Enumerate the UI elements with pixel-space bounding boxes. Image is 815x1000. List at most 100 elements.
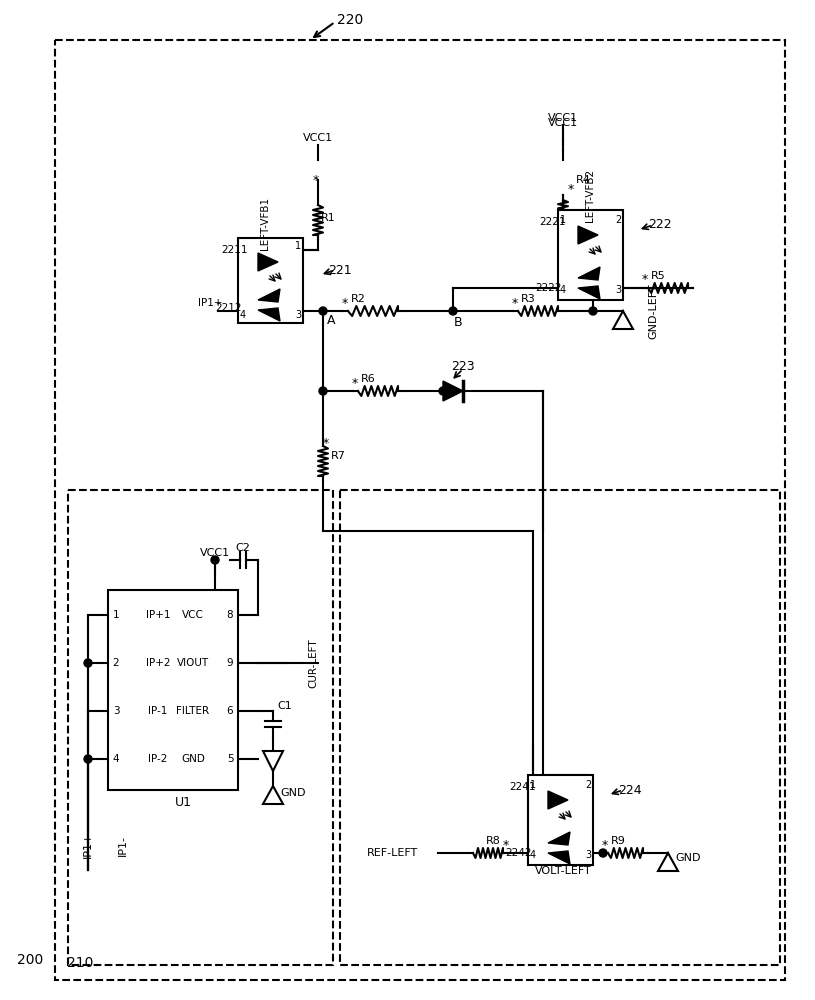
Text: *: * (568, 184, 574, 196)
Text: 2221: 2221 (539, 217, 566, 227)
Text: 4: 4 (112, 754, 119, 764)
Bar (558, 210, 623, 300)
Text: GND: GND (181, 754, 205, 764)
Polygon shape (263, 786, 283, 804)
Text: B: B (454, 316, 462, 330)
Text: 3: 3 (295, 310, 301, 320)
Text: 4: 4 (560, 285, 566, 295)
Text: R2: R2 (350, 294, 365, 304)
Text: 2211: 2211 (222, 245, 249, 255)
Circle shape (589, 307, 597, 315)
Text: R9: R9 (610, 836, 625, 846)
Text: 2241: 2241 (509, 782, 535, 792)
Text: 6: 6 (227, 706, 233, 716)
Text: 2242: 2242 (504, 848, 531, 858)
Polygon shape (548, 851, 570, 864)
Text: LEFT-VFB1: LEFT-VFB1 (260, 196, 270, 250)
Text: VIOUT: VIOUT (177, 658, 209, 668)
Text: 3: 3 (585, 850, 591, 860)
Circle shape (319, 387, 327, 395)
Text: VCC1: VCC1 (548, 113, 578, 123)
Circle shape (84, 755, 92, 763)
Text: IP+1: IP+1 (146, 610, 170, 620)
Text: IP-2: IP-2 (148, 754, 168, 764)
Text: VCC: VCC (182, 610, 204, 620)
Text: A: A (327, 314, 335, 328)
Text: *: * (503, 838, 509, 852)
Text: VCC1: VCC1 (303, 133, 333, 143)
Text: 210: 210 (67, 956, 93, 970)
Text: IP1+: IP1+ (198, 298, 222, 308)
Polygon shape (443, 381, 463, 401)
Text: 2: 2 (112, 658, 119, 668)
Text: 1: 1 (530, 780, 536, 790)
Text: *: * (313, 174, 323, 186)
Text: 200: 200 (17, 953, 43, 967)
Text: 1: 1 (560, 215, 566, 225)
Text: 4: 4 (240, 310, 246, 320)
Text: C2: C2 (236, 543, 250, 553)
Text: 223: 223 (452, 360, 475, 372)
Text: 3: 3 (615, 285, 621, 295)
Polygon shape (658, 853, 678, 871)
Text: 2222: 2222 (535, 283, 562, 293)
Polygon shape (578, 226, 598, 244)
Text: REF-LEFT: REF-LEFT (367, 848, 418, 858)
Text: GND-LEFT: GND-LEFT (648, 283, 658, 339)
Text: LEFT-VFB2: LEFT-VFB2 (585, 168, 595, 222)
Text: R5: R5 (650, 271, 665, 281)
Text: R1: R1 (320, 213, 336, 223)
Text: IP1+: IP1+ (83, 832, 93, 858)
Text: C1: C1 (278, 701, 293, 711)
Bar (238, 238, 303, 323)
Text: 220: 220 (337, 13, 363, 27)
Text: IP-1: IP-1 (148, 706, 168, 716)
Text: *: * (642, 273, 648, 286)
Text: CUR-LEFT: CUR-LEFT (308, 638, 318, 688)
Text: *: * (601, 838, 608, 852)
Text: 8: 8 (227, 610, 233, 620)
Polygon shape (258, 253, 278, 271)
Text: R6: R6 (360, 374, 376, 384)
Circle shape (211, 556, 219, 564)
Text: *: * (341, 296, 348, 310)
Circle shape (599, 849, 607, 857)
Text: VCC1: VCC1 (200, 548, 230, 558)
Text: 224: 224 (619, 784, 642, 796)
Text: 9: 9 (227, 658, 233, 668)
Circle shape (449, 307, 457, 315)
Circle shape (439, 387, 447, 395)
Text: 2: 2 (615, 215, 621, 225)
Text: IP1-: IP1- (118, 834, 128, 856)
Polygon shape (263, 751, 283, 771)
Bar (528, 775, 593, 865)
Polygon shape (578, 267, 600, 280)
Text: 3: 3 (112, 706, 119, 716)
Text: 1: 1 (112, 610, 119, 620)
Bar (68, 490, 333, 965)
Text: GND: GND (280, 788, 306, 798)
Text: VOLT-LEFT: VOLT-LEFT (535, 866, 592, 876)
Text: 2212: 2212 (214, 303, 241, 313)
Polygon shape (613, 311, 633, 329)
Polygon shape (548, 791, 568, 809)
Text: 5: 5 (227, 754, 233, 764)
Text: R7: R7 (331, 451, 346, 461)
Circle shape (84, 659, 92, 667)
Polygon shape (258, 289, 280, 302)
Text: IP+2: IP+2 (146, 658, 170, 668)
Text: 2: 2 (585, 780, 591, 790)
Bar (340, 490, 780, 965)
Polygon shape (548, 832, 570, 845)
Text: FILTER: FILTER (176, 706, 209, 716)
Bar (108, 590, 238, 790)
Text: VCC1: VCC1 (548, 118, 578, 128)
Polygon shape (578, 286, 600, 299)
Text: R8: R8 (486, 836, 500, 846)
Bar (55, 40, 785, 980)
Text: 221: 221 (328, 263, 352, 276)
Text: 222: 222 (648, 219, 672, 232)
Polygon shape (258, 308, 280, 321)
Text: U1: U1 (174, 796, 192, 808)
Text: R3: R3 (521, 294, 535, 304)
